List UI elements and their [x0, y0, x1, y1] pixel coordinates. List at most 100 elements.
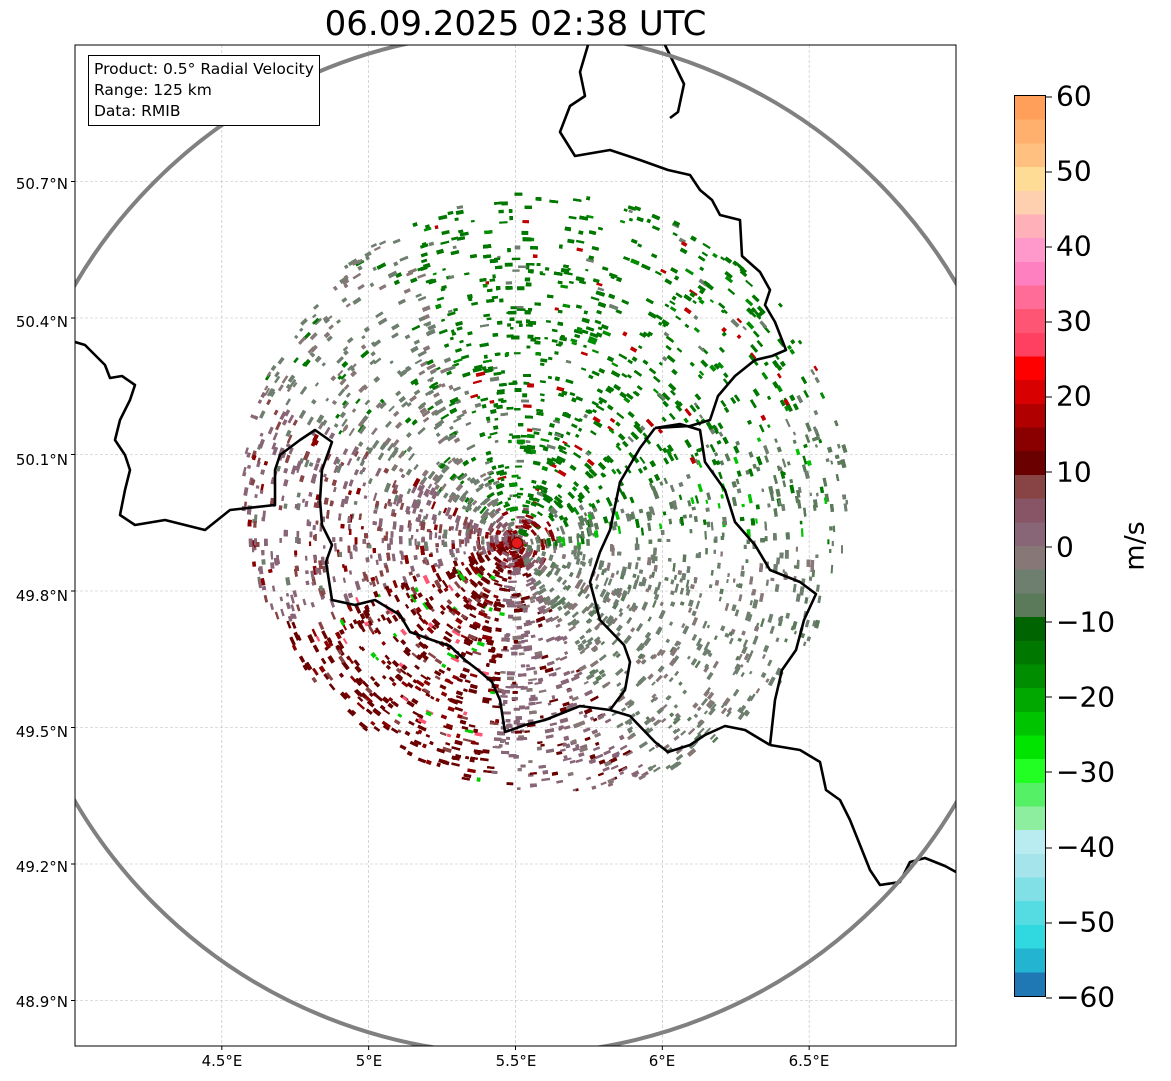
echo-gate — [569, 759, 576, 764]
echo-gate — [697, 483, 704, 493]
echo-gate — [523, 404, 532, 408]
echo-gate — [362, 539, 367, 544]
echo-gate — [803, 443, 808, 449]
echo-gate — [718, 346, 725, 354]
echo-gate — [723, 372, 729, 379]
echo-gate — [314, 533, 317, 542]
echo-gate — [404, 366, 412, 373]
echo-gate — [413, 339, 421, 345]
echo-gate — [426, 676, 431, 681]
echo-gate — [587, 610, 593, 616]
echo-gate — [325, 672, 334, 681]
echo-gate — [647, 522, 652, 532]
echo-gate — [797, 339, 803, 345]
echo-gate — [269, 390, 276, 398]
echo-gate — [512, 616, 522, 621]
echo-gate — [502, 557, 509, 563]
echo-gate — [540, 743, 545, 747]
echo-gate — [781, 503, 786, 512]
echo-gate — [589, 332, 599, 339]
echo-gate — [344, 691, 351, 699]
echo-gate — [623, 670, 628, 675]
echo-gate — [493, 582, 503, 587]
echo-gate — [434, 484, 440, 491]
echo-gate — [385, 531, 389, 536]
echo-gate — [764, 455, 770, 463]
echo-gate — [246, 464, 252, 470]
echo-gate — [675, 747, 683, 755]
echo-gate — [495, 598, 501, 602]
echo-gate — [366, 408, 372, 415]
echo-gate — [554, 307, 559, 311]
echo-gate — [761, 653, 766, 660]
echo-gate — [574, 639, 581, 646]
echo-gate — [373, 509, 378, 514]
echo-gate — [758, 592, 765, 603]
echo-gate — [437, 462, 443, 468]
echo-gate — [714, 536, 718, 541]
echo-gate — [774, 584, 780, 593]
echo-gate — [499, 298, 504, 303]
echo-gate — [562, 757, 572, 762]
echo-gate — [340, 523, 345, 529]
echo-gate — [272, 432, 279, 441]
echo-gate — [694, 495, 700, 504]
echo-gate — [709, 733, 716, 740]
echo-gate — [300, 318, 308, 326]
echo-gate — [560, 284, 569, 289]
echo-gate — [314, 317, 323, 326]
echo-gate — [631, 770, 640, 778]
echo-gate — [679, 247, 688, 255]
echo-gate — [653, 586, 659, 595]
echo-gate — [592, 746, 601, 752]
echo-gate — [619, 770, 625, 776]
echo-gate — [827, 539, 830, 545]
echo-gate — [786, 344, 793, 350]
echo-gate — [540, 654, 549, 660]
echo-gate — [666, 354, 676, 364]
echo-gate — [290, 604, 295, 612]
echo-gate — [324, 646, 329, 651]
echo-gate — [422, 601, 431, 611]
echo-gate — [602, 516, 609, 524]
echo-gate — [463, 551, 467, 555]
echo-gate — [322, 315, 329, 322]
echo-gate — [476, 641, 485, 647]
echo-gate — [526, 428, 533, 433]
echo-gate — [749, 670, 753, 675]
echo-gate — [482, 749, 490, 754]
echo-gate — [357, 441, 364, 447]
echo-gate — [425, 759, 432, 766]
echo-gate — [435, 547, 439, 553]
echo-gate — [695, 637, 703, 647]
echo-gate — [616, 631, 621, 637]
echo-gate — [585, 451, 591, 457]
echo-gate — [784, 549, 789, 559]
echo-gate — [746, 695, 753, 702]
echo-gate — [800, 528, 804, 537]
echo-gate — [572, 506, 580, 516]
echo-gate — [712, 252, 718, 259]
echo-gate — [440, 413, 450, 421]
echo-gate — [583, 680, 589, 685]
echo-gate — [314, 382, 319, 387]
echo-gate — [452, 417, 462, 423]
echo-gate — [815, 584, 820, 592]
echo-gate — [370, 720, 376, 726]
echo-gate — [594, 319, 602, 325]
echo-gate — [594, 741, 600, 746]
echo-gate — [293, 357, 299, 364]
echo-gate — [651, 225, 661, 231]
echo-gate — [414, 538, 417, 546]
echo-gate — [254, 493, 258, 499]
echo-gate — [595, 499, 601, 504]
echo-gate — [719, 460, 725, 466]
echo-gate — [736, 470, 742, 477]
echo-gate — [400, 639, 407, 646]
echo-gate — [736, 488, 742, 494]
echo-gate — [557, 605, 563, 612]
echo-gate — [251, 545, 255, 553]
echo-gate — [379, 445, 385, 451]
echo-gate — [813, 365, 819, 372]
